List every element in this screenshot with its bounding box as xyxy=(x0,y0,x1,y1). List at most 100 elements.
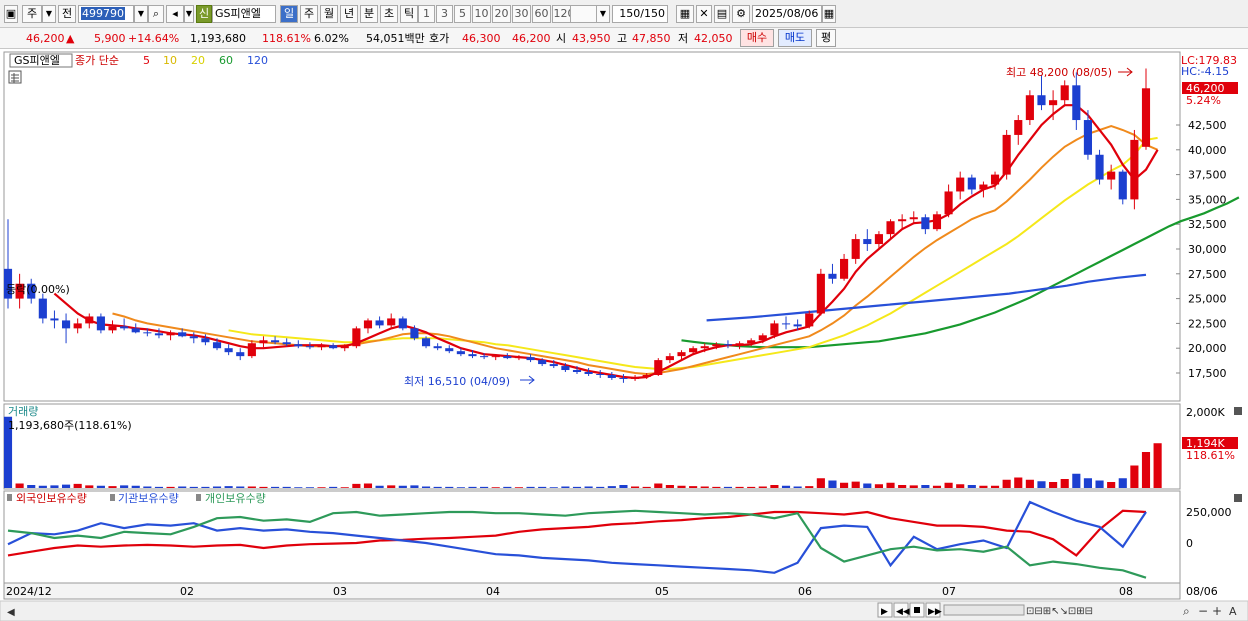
x-label-jun: 06 xyxy=(798,585,812,598)
max-arrow-icon xyxy=(1118,67,1133,77)
code-input[interactable]: 499790 xyxy=(78,5,134,23)
interval-button-20[interactable]: 20 xyxy=(492,5,511,23)
candle-body xyxy=(967,177,976,190)
eval-button[interactable]: 평 xyxy=(816,29,836,47)
speaker-icon[interactable]: ◂ xyxy=(166,5,184,23)
scroll-thumb[interactable] xyxy=(943,604,1025,616)
volume-bar xyxy=(549,487,558,488)
save-icon[interactable]: ▤ xyxy=(714,5,730,23)
candle-body xyxy=(15,283,24,299)
search-icon[interactable]: ⌕ xyxy=(148,5,164,23)
price-ytick-label: 30,000 xyxy=(1188,243,1227,256)
volume-bar xyxy=(909,485,918,488)
volume-bar xyxy=(27,485,36,488)
zoom-search-icon[interactable]: ⌕ xyxy=(1183,604,1190,618)
tool-icons[interactable]: ⊡⊟⊞↖↘⊡⊞⊟ xyxy=(1026,606,1093,617)
candle-body xyxy=(584,372,593,374)
interval-button-3[interactable]: 3 xyxy=(436,5,453,23)
volume-bar xyxy=(282,486,291,488)
candle-body xyxy=(898,219,907,222)
lc-label: LC:179.83 xyxy=(1181,54,1237,67)
layout-icon[interactable]: ▣ xyxy=(4,5,18,23)
zoom-in-icon[interactable]: + xyxy=(1212,604,1222,618)
volume-bar xyxy=(584,486,593,488)
volume-bar xyxy=(886,482,895,488)
blank-dropdown-icon[interactable]: ▼ xyxy=(596,5,610,23)
calendar-icon[interactable]: ▦ xyxy=(822,5,836,23)
stock-name[interactable]: GS피앤엘 xyxy=(212,5,276,23)
x-label-last: 08/06 xyxy=(1186,585,1218,598)
candle-body xyxy=(642,374,651,377)
volume-bar xyxy=(840,482,849,488)
candle-body xyxy=(1130,139,1139,200)
candle-body xyxy=(1118,171,1127,200)
candle-body xyxy=(108,326,117,331)
volume-tag xyxy=(1182,437,1238,449)
volume-bar xyxy=(61,484,71,488)
ask-label: 호가 xyxy=(429,32,450,45)
candle-body xyxy=(468,354,477,357)
candle-body xyxy=(863,239,872,245)
interval-button-30[interactable]: 30 xyxy=(512,5,531,23)
legend-ma-10: 10 xyxy=(163,54,177,67)
scroll-right-button[interactable] xyxy=(877,602,893,618)
table-icon[interactable] xyxy=(8,70,22,84)
forward-button[interactable] xyxy=(925,602,941,618)
period-dropdown-icon[interactable]: ▼ xyxy=(42,5,56,23)
candle-body xyxy=(607,374,616,378)
period-tab-4[interactable]: 분 xyxy=(360,5,378,23)
interval-button-60[interactable]: 60 xyxy=(532,5,551,23)
candle-body xyxy=(805,313,814,327)
candle-body xyxy=(630,376,640,379)
period-tab-0[interactable]: 일 xyxy=(280,5,298,23)
interval-button-1[interactable]: 1 xyxy=(418,5,435,23)
legend-ma-20: 20 xyxy=(191,54,205,67)
candle-body xyxy=(433,346,442,349)
candle-body xyxy=(886,221,895,235)
speaker-dropdown-icon[interactable]: ▼ xyxy=(184,5,194,23)
open-price: 43,950 xyxy=(572,32,611,45)
gear-icon[interactable]: ⚙ xyxy=(732,5,750,23)
code-dropdown-icon[interactable]: ▼ xyxy=(134,5,148,23)
volume-bar xyxy=(921,485,930,488)
buy-button[interactable]: 매수 xyxy=(740,29,774,47)
candle-body xyxy=(421,338,431,347)
count-value: 150 xyxy=(619,7,641,20)
auto-scale-icon[interactable]: A xyxy=(1229,605,1237,618)
volume-bar xyxy=(1118,478,1127,488)
candle-body xyxy=(131,328,140,333)
holding-close-icon[interactable] xyxy=(1234,494,1242,502)
price-ytick-label: 25,000 xyxy=(1188,293,1227,306)
period-main-button[interactable]: 주 xyxy=(22,5,42,23)
volume-bar xyxy=(201,486,210,488)
price-panel-frame xyxy=(3,51,1181,402)
period-tab-5[interactable]: 초 xyxy=(380,5,398,23)
grid-icon[interactable]: ▦ xyxy=(676,5,694,23)
volume-bar xyxy=(375,485,384,488)
interval-button-5[interactable]: 5 xyxy=(454,5,471,23)
scroll-left-icon[interactable]: ◀ xyxy=(7,607,15,618)
price-ytick-label: 22,500 xyxy=(1188,317,1227,330)
forward-icon: ▶▶ xyxy=(928,607,942,617)
volume-close-icon[interactable] xyxy=(1234,407,1242,415)
candle-body xyxy=(154,333,164,336)
candle-body xyxy=(363,320,373,329)
date-field[interactable]: 2025/08/06 xyxy=(752,5,822,23)
rewind-button[interactable] xyxy=(893,602,909,618)
period-tab-2[interactable]: 월 xyxy=(320,5,338,23)
prev-button[interactable]: 전 xyxy=(58,5,76,23)
change-amount: 5,900 xyxy=(94,32,126,45)
cross-icon[interactable]: ✕ xyxy=(696,5,712,23)
count-field[interactable]: 150/150 xyxy=(612,5,668,23)
zoom-out-icon[interactable]: − xyxy=(1198,604,1208,618)
sell-button[interactable]: 매도 xyxy=(778,29,812,47)
volume-bar xyxy=(480,486,489,488)
period-tab-1[interactable]: 주 xyxy=(300,5,318,23)
institution-marker-icon xyxy=(110,494,115,501)
interval-button-10[interactable]: 10 xyxy=(472,5,491,23)
legend-ma-5: 5 xyxy=(143,54,150,67)
period-tab-3[interactable]: 년 xyxy=(340,5,358,23)
period-tab-6[interactable]: 틱 xyxy=(400,5,418,23)
candle-body xyxy=(166,332,175,336)
